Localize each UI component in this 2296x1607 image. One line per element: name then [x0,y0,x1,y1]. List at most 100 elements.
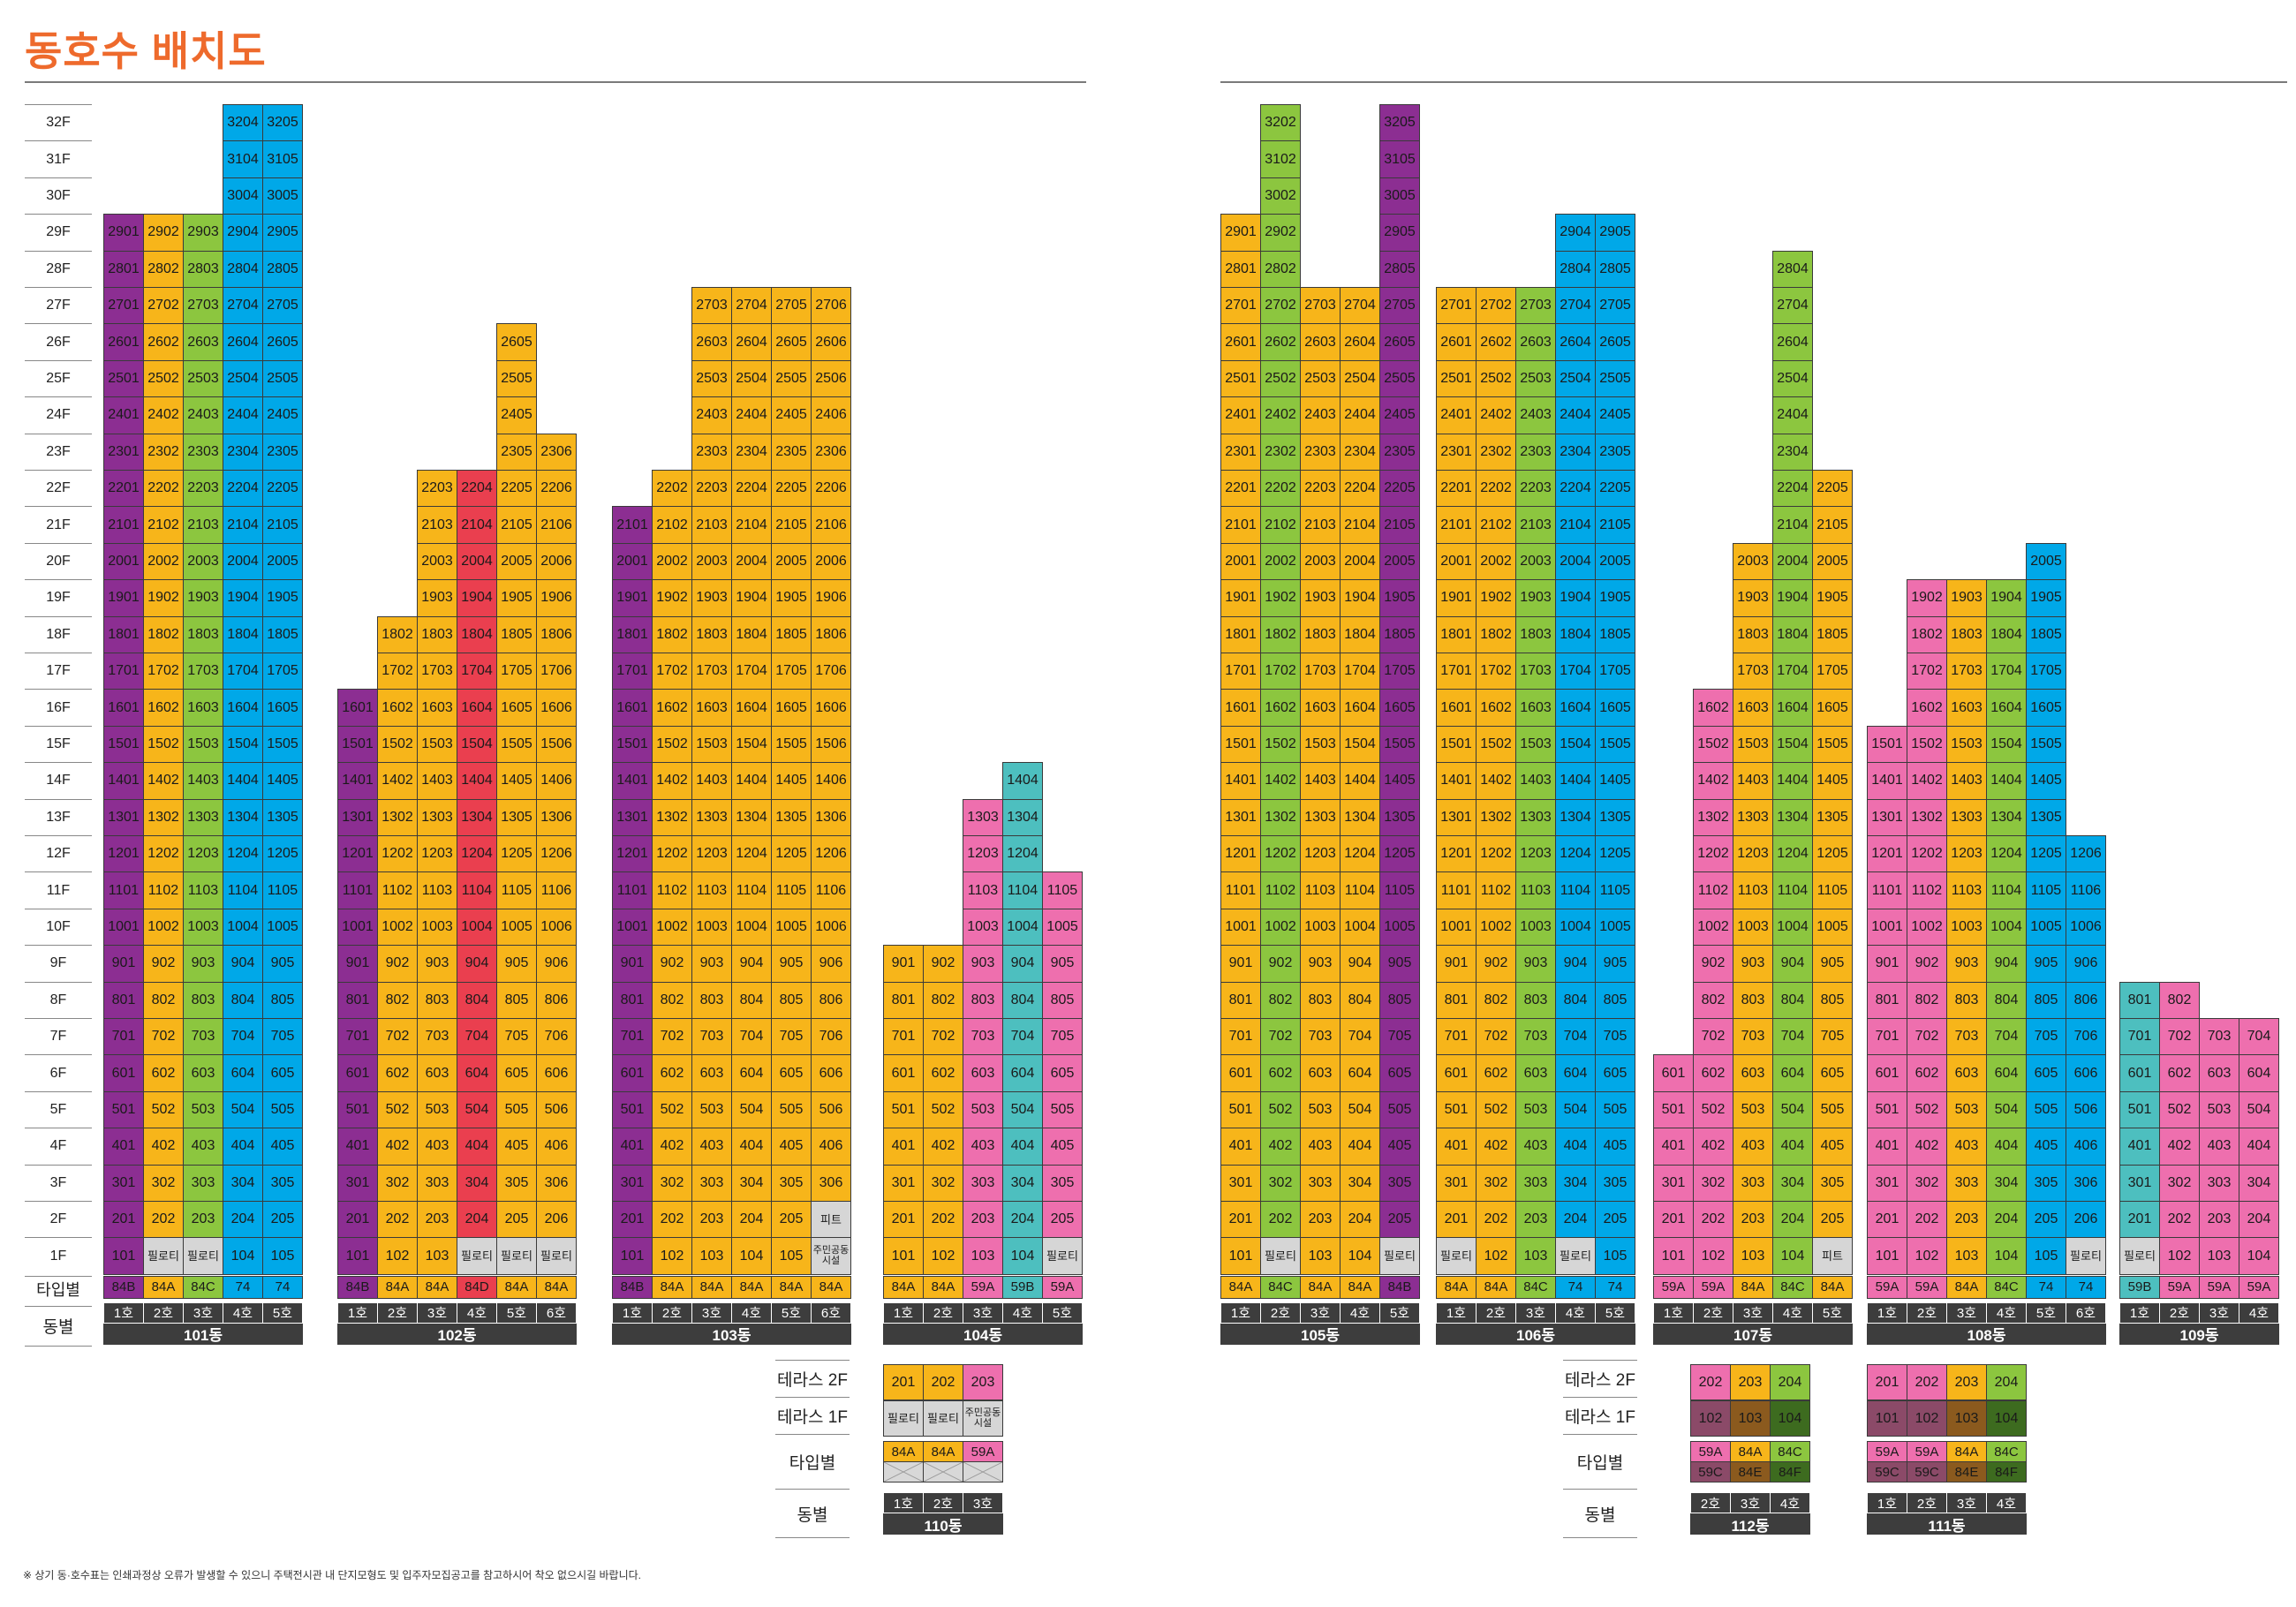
unit-cell: 204 [1986,1201,2027,1239]
unit-cell: 504 [1986,1090,2027,1129]
unit-cell: 2301 [1220,433,1261,471]
ho-label: 2호 [2159,1301,2200,1324]
unit-cell: 1506 [811,725,851,764]
unit-cell: 1705 [1379,653,1420,690]
terrace-2f-cell: 204 [1986,1364,2027,1400]
unit-cell: 1001 [1867,908,1907,947]
unit-cell: 2804 [223,250,263,288]
unit-cell: 904 [1340,945,1380,983]
unit-cell: 1301 [612,798,653,836]
ho-label: 4호 [1772,1301,1813,1324]
unit-cell: 403 [1515,1128,1556,1166]
unit-cell: 803 [1300,981,1341,1019]
unit-cell: 2204 [1555,470,1596,508]
unit-cell: 201 [883,1201,924,1239]
unit-cell: 905 [1595,945,1635,983]
ho-label: 4호 [2239,1301,2279,1324]
unit-cell: 602 [1260,1054,1301,1092]
unit-cell: 2503 [1515,359,1556,398]
unit-cell: 2001 [1436,542,1477,581]
unit-cell: 902 [652,945,692,983]
unit-cell: 2104 [1772,506,1813,544]
unit-cell: 1905 [2026,579,2066,617]
unit-cell: 1904 [731,579,772,617]
type-cell: 84B [1379,1275,1420,1299]
terrace-1f-cell: 주민공동시설 [963,1400,1003,1437]
floor-label: 13F [25,798,92,835]
unit-cell: 901 [103,945,144,983]
unit-cell: 204 [731,1201,772,1239]
unit-cell: 102 [1693,1237,1733,1275]
unit-cell: 203 [417,1201,457,1239]
unit-cell: 203 [691,1201,732,1239]
unit-cell: 303 [691,1164,732,1202]
dong-label: 107동 [1653,1323,1853,1345]
unit-cell: 2302 [1476,433,1516,471]
floor-label: 31F [25,140,92,177]
page-title: 동호수 배치도 [25,28,267,74]
unit-cell: 302 [1693,1164,1733,1202]
unit-cell: 302 [1260,1164,1301,1202]
unit-cell: 1104 [1772,871,1813,909]
unit-cell: 701 [103,1018,144,1056]
type-cell: 59A [1907,1275,1947,1299]
floor-label: 9F [25,945,92,981]
unit-cell: 2103 [691,506,732,544]
unit-cell: 2201 [1220,470,1261,508]
unit-cell: 1202 [1907,835,1947,873]
ho-label: 2호 [1907,1492,1947,1513]
type-cell: 74 [2026,1275,2066,1299]
unit-cell: 1505 [1812,725,1853,764]
unit-cell: 405 [2026,1128,2066,1166]
unit-cell: 1602 [377,689,418,727]
unit-cell: 603 [417,1054,457,1092]
unit-cell: 306 [536,1164,577,1202]
unit-cell: 1201 [337,835,378,873]
unit-cell: 206 [2066,1201,2106,1239]
unit-cell: 2703 [691,287,732,325]
unit-cell: 3002 [1260,177,1301,215]
ho-label: 1호 [1867,1492,1907,1513]
unit-cell: 1503 [1515,725,1556,764]
unit-cell: 2602 [1260,323,1301,361]
unit-cell: 1602 [1693,689,1733,727]
unit-cell: 2505 [496,359,537,398]
unit-cell: 2702 [143,287,184,325]
type-cell: 84A [1476,1275,1516,1299]
unit-cell: 705 [2026,1018,2066,1056]
ho-label: 3호 [1946,1301,1987,1324]
unit-cell: 303 [1300,1164,1341,1202]
ho-label: 3호 [417,1301,457,1324]
type-cell: 84C [1986,1275,2027,1299]
unit-cell: 1802 [652,615,692,653]
unit-cell: 2203 [417,470,457,508]
unit-cell: 301 [1220,1164,1261,1202]
unit-cell: 1304 [1986,798,2027,836]
unit-cell: 2005 [1812,542,1853,581]
unit-cell: 205 [2026,1201,2066,1239]
unit-cell: 1101 [337,871,378,909]
unit-cell: 1803 [1515,615,1556,653]
unit-cell: 1405 [262,762,303,800]
unit-cell: 302 [1907,1164,1947,1202]
unit-cell: 1502 [1907,725,1947,764]
unit-cell: 401 [1436,1128,1477,1166]
unit-cell: 1205 [2026,835,2066,873]
unit-cell: 403 [417,1128,457,1166]
unit-cell: 1501 [337,725,378,764]
unit-cell: 903 [417,945,457,983]
floor-label: 21F [25,506,92,542]
unit-cell: 2701 [1436,287,1477,325]
unit-cell: 502 [1476,1090,1516,1129]
unit-cell: 2905 [1595,214,1635,252]
unit-cell: 805 [1812,981,1853,1019]
unit-cell: 605 [1379,1054,1420,1092]
unit-cell: 1702 [652,653,692,690]
ho-label: 4호 [1986,1492,2027,1513]
unit-cell: 601 [1653,1054,1694,1092]
unit-cell: 2204 [223,470,263,508]
unit-cell: 2502 [1476,359,1516,398]
bottom-row-label: 동별 [1563,1489,1637,1538]
unit-cell: 504 [223,1090,263,1129]
unit-cell: 2302 [1260,433,1301,471]
